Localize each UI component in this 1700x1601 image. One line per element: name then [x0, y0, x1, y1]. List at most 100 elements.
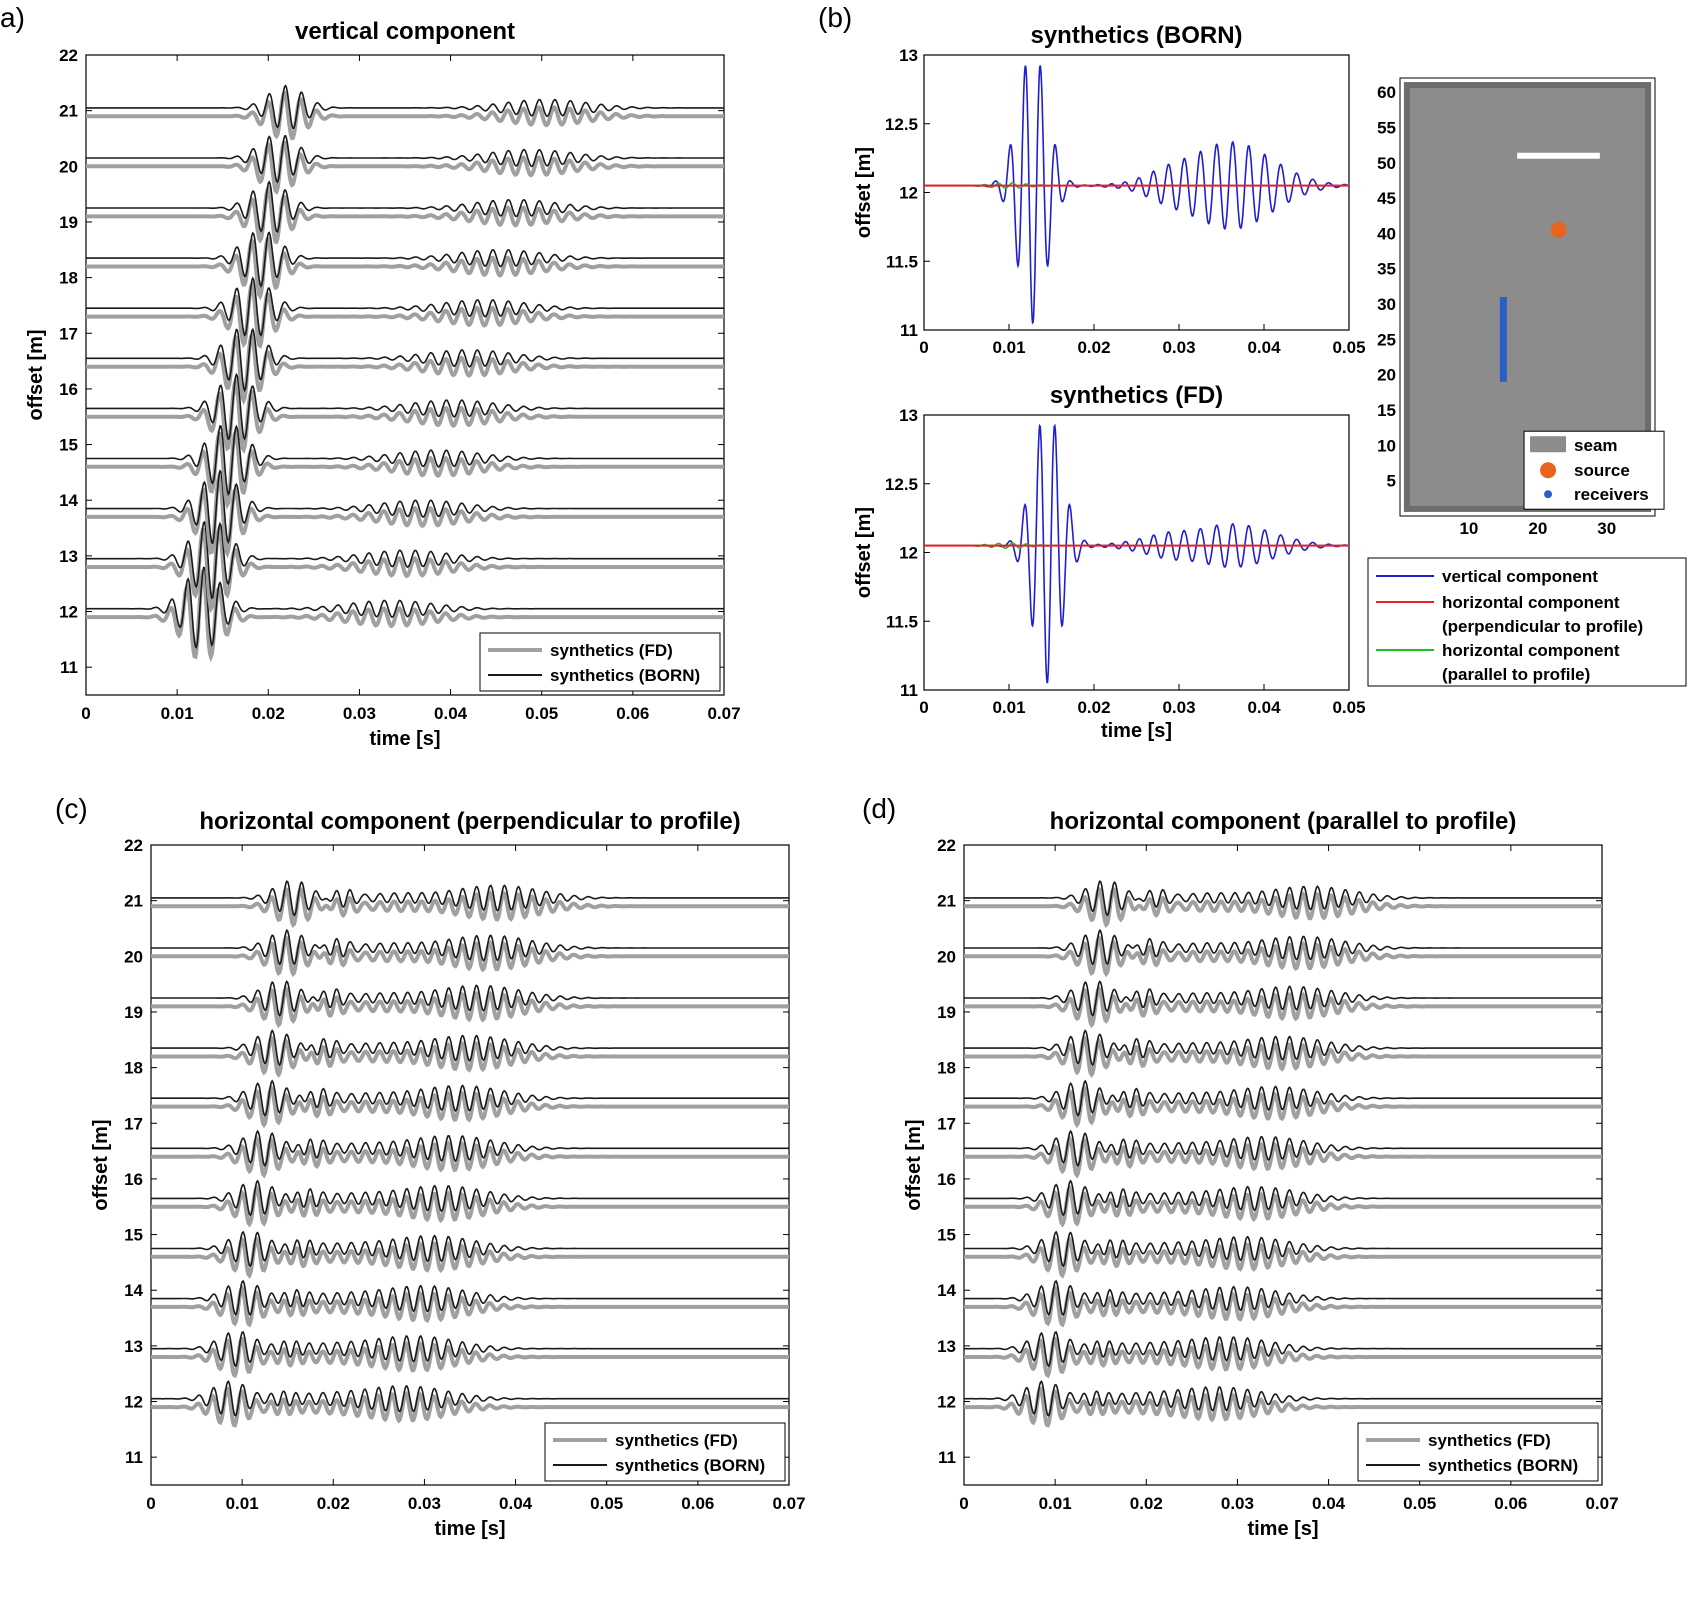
trace-born — [86, 424, 724, 496]
map-y-tick-label: 25 — [1377, 330, 1396, 349]
y-tick-label: 17 — [59, 324, 78, 343]
trace-fd — [151, 1084, 789, 1129]
trace-born — [964, 980, 1602, 1017]
legend-swatch-seam — [1530, 436, 1567, 453]
trace-born — [86, 84, 724, 130]
x-tick-label: 0.02 — [1077, 338, 1110, 357]
trace-fd — [964, 1034, 1602, 1079]
x-tick-label: 0.06 — [616, 704, 649, 723]
trace-fd — [151, 1236, 789, 1279]
trace-born — [86, 566, 724, 649]
x-tick-label: 0.04 — [1247, 338, 1281, 357]
y-tick-label: 15 — [124, 1226, 143, 1245]
y-tick-label: 16 — [937, 1170, 956, 1189]
trace-fd — [151, 984, 789, 1029]
y-tick-label: 12.5 — [885, 475, 918, 494]
trace-fd — [151, 885, 789, 929]
x-tick-label: 0.05 — [1332, 698, 1365, 717]
legend-label-component: horizontal component — [1442, 593, 1620, 612]
y-tick-label: 12 — [59, 603, 78, 622]
y-tick-label: 13 — [899, 406, 918, 425]
source-marker — [1550, 221, 1567, 238]
trace-fd — [964, 934, 1602, 978]
plot-area-b_fd — [923, 414, 1350, 691]
chart-title-d: horizontal component (parallel to profil… — [1050, 808, 1517, 835]
map-x-tick-label: 30 — [1597, 519, 1616, 538]
legend-label-component: (perpendicular to profile) — [1442, 617, 1643, 636]
y-tick-label: 13 — [937, 1337, 956, 1356]
x-tick-label: 0.03 — [408, 1494, 441, 1513]
trace-fd — [86, 140, 724, 195]
trace-born — [86, 372, 724, 441]
map-y-tick-label: 10 — [1377, 436, 1396, 455]
x-axis-label: time [s] — [1101, 720, 1172, 742]
trace-born — [964, 880, 1602, 917]
trace-born — [86, 327, 724, 393]
x-tick-label: 0.05 — [1332, 338, 1365, 357]
legend-label-component: (parallel to profile) — [1442, 665, 1590, 684]
trace-fd — [964, 984, 1602, 1029]
panel-label-d: (d) — [862, 793, 896, 824]
map-y-tick-label: 5 — [1387, 472, 1396, 491]
map-y-tick-label: 45 — [1377, 189, 1396, 208]
trace-fd — [964, 885, 1602, 929]
trace-fd — [964, 1285, 1602, 1328]
x-tick-label: 0.02 — [252, 704, 285, 723]
map-y-tick-label: 35 — [1377, 260, 1396, 279]
x-tick-label: 0.04 — [499, 1494, 533, 1513]
trace-born — [964, 1330, 1602, 1368]
y-tick-label: 11 — [900, 321, 918, 340]
y-axis-label: offset [m] — [853, 507, 875, 598]
y-tick-label: 12 — [124, 1393, 143, 1412]
trace-born — [151, 1129, 789, 1168]
trace-born — [151, 980, 789, 1017]
trace-fd — [964, 1236, 1602, 1279]
y-tick-label: 11.5 — [886, 252, 918, 271]
trace-born — [964, 928, 1602, 966]
y-tick-label: 17 — [124, 1114, 143, 1133]
trace-fd — [964, 1336, 1602, 1379]
trace-born — [86, 469, 724, 545]
legend-label-born: synthetics (BORN) — [615, 1456, 765, 1475]
legend-box — [479, 632, 721, 692]
y-tick-label: 18 — [59, 269, 78, 288]
x-tick-label: 0.07 — [772, 1494, 805, 1513]
map-x-tick-label: 20 — [1528, 519, 1547, 538]
y-axis-label: offset [m] — [903, 1119, 925, 1210]
trace-fd — [964, 1084, 1602, 1129]
trace-born — [86, 231, 724, 288]
y-tick-label: 14 — [937, 1281, 956, 1300]
map-y-tick-label: 15 — [1377, 401, 1396, 420]
panel-label-b: (b) — [818, 2, 852, 33]
chart-title-b_fd: synthetics (FD) — [1050, 382, 1223, 409]
y-tick-label: 20 — [124, 947, 143, 966]
y-tick-label: 12 — [937, 1393, 956, 1412]
legend-label-fd: synthetics (FD) — [550, 641, 673, 660]
trace-fd — [151, 1336, 789, 1379]
y-tick-label: 19 — [124, 1003, 143, 1022]
x-tick-label: 0.05 — [590, 1494, 623, 1513]
trace-born — [964, 1029, 1602, 1067]
x-tick-label: 0.01 — [992, 338, 1025, 357]
y-axis-label: offset [m] — [90, 1119, 112, 1210]
y-tick-label: 21 — [124, 892, 143, 911]
x-tick-label: 0.05 — [1403, 1494, 1436, 1513]
y-tick-label: 17 — [937, 1114, 956, 1133]
x-tick-label: 0.02 — [1130, 1494, 1163, 1513]
y-tick-label: 14 — [59, 491, 78, 510]
trace-born — [964, 1279, 1602, 1316]
legend-label-receivers: receivers — [1574, 485, 1649, 504]
y-tick-label: 13 — [124, 1337, 143, 1356]
legend-label-component: vertical component — [1442, 567, 1598, 586]
y-tick-label: 18 — [937, 1059, 956, 1078]
trace-fd — [151, 1386, 789, 1428]
x-tick-label: 0.02 — [1077, 698, 1110, 717]
trace-born — [86, 520, 724, 600]
y-tick-label: 20 — [937, 947, 956, 966]
y-tick-label: 16 — [59, 380, 78, 399]
plot-area-b_born — [923, 54, 1350, 331]
trace-fd — [151, 1034, 789, 1079]
y-tick-label: 21 — [59, 102, 78, 121]
trace-fd — [86, 236, 724, 301]
x-tick-label: 0.01 — [1039, 1494, 1072, 1513]
